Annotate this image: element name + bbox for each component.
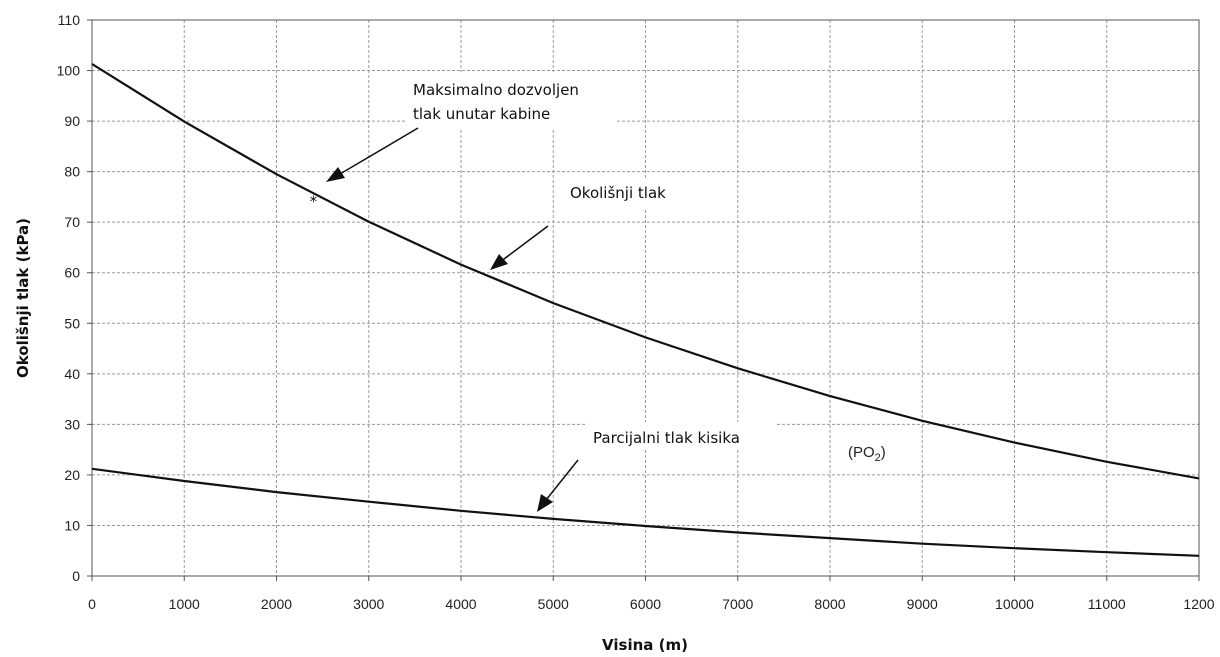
annotation-box-oxygen [587,422,777,450]
annotation-oxygen: Parcijalni tlak kisika [593,429,740,447]
x-tick-label: 1200 [1183,596,1214,612]
annotation-cabin-line1: Maksimalno dozvoljen [413,81,579,99]
annotation-box-ambient [563,178,683,208]
y-tick-label: 80 [64,164,80,180]
x-tick-label: 5000 [538,596,569,612]
arrowhead-oxygen [537,494,553,512]
y-axis-ticks: 0 10 20 30 40 50 60 70 80 90 100 110 [57,12,92,584]
y-axis-title: Okolišnji tlak (kPa) [14,218,32,378]
y-tick-label: 30 [64,416,80,432]
x-tick-label: 6000 [630,596,661,612]
y-tick-label: 110 [58,12,81,28]
y-tick-label: 10 [64,517,80,533]
annotation-cabin-line2: tlak unutar kabine [413,105,550,123]
x-tick-label: 7000 [722,596,753,612]
grid [92,20,1199,576]
x-tick-label: 1000 [169,596,200,612]
annotation-po2: (PO2) [848,444,886,464]
x-tick-label: 9000 [907,596,938,612]
x-tick-label: 10000 [995,596,1034,612]
y-tick-label: 20 [64,467,80,483]
annotation-arrows [326,127,579,512]
y-tick-label: 60 [64,265,80,281]
annotation-box-cabin [405,72,615,128]
arrowhead-ambient [490,254,508,270]
arrow-oxygen [545,459,579,501]
arrow-ambient [499,225,549,263]
y-tick-label: 100 [57,63,81,79]
cabin-pressure-marker: * [310,192,318,210]
x-tick-label: 3000 [353,596,384,612]
x-tick-label: 4000 [445,596,476,612]
y-tick-label: 0 [72,568,80,584]
annotation-box-po2 [840,435,920,473]
x-tick-label: 2000 [261,596,292,612]
series [91,63,1200,557]
y-tick-label: 50 [64,315,80,331]
x-tick-label: 0 [88,596,96,612]
x-tick-label: 11000 [1088,596,1126,612]
x-axis-title: Visina (m) [602,636,688,654]
y-tick-label: 90 [64,113,80,129]
y-tick-label: 70 [64,214,80,230]
arrowhead-cabin [326,167,345,182]
x-axis-ticks: 0 1000 2000 3000 4000 5000 6000 7000 8000 9000 100… [88,576,1215,612]
series-line-ambient-pressure [91,63,1200,480]
x-tick-label: 8000 [814,596,845,612]
series-line-oxygen-partial-pressure [91,467,1200,557]
arrow-cabin [339,127,419,175]
y-tick-label: 40 [64,366,80,382]
annotation-ambient: Okolišnji tlak [570,184,666,202]
